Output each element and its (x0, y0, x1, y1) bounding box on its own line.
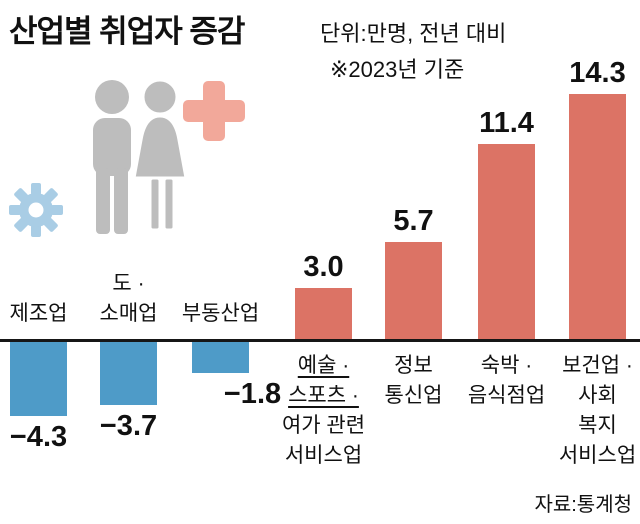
label-accommodation-food: 숙박 · 음식점업 (467, 354, 546, 407)
value-wholesale-retail: −3.7 (99, 410, 158, 442)
bar-arts-sports-leisure-services (295, 288, 352, 339)
value-health-social-welfare-services: 14.3 (569, 57, 626, 89)
source-note: 자료:통계청 (534, 494, 632, 516)
label-manufacturing: 제조업 (9, 302, 68, 325)
value-manufacturing: −4.3 (9, 421, 68, 453)
value-arts-sports-leisure-services: 3.0 (303, 251, 344, 283)
bar-information-communication (385, 242, 442, 339)
bar-health-social-welfare-services (569, 94, 626, 339)
bar-accommodation-food (478, 144, 535, 339)
plus-icon (183, 81, 245, 141)
label-real-estate: 부동산업 (181, 302, 260, 325)
chart-title: 산업별 취업자 증감 (9, 14, 245, 49)
label-information-communication: 정보 통신업 (384, 354, 443, 407)
label-health-social-welfare-services: 보건업 · 사회 복지 서비스업 (558, 354, 637, 467)
bar-real-estate (192, 342, 249, 373)
label-wholesale-retail: 도 · 소매업 (99, 272, 158, 325)
bar-wholesale-retail (100, 342, 157, 405)
value-accommodation-food: 11.4 (479, 107, 534, 139)
people-icon (93, 78, 188, 234)
value-information-communication: 5.7 (393, 205, 434, 237)
basis-note: ※2023년 기준 (330, 57, 465, 82)
zero-baseline (0, 339, 640, 342)
label-arts-sports-leisure-services: 예술 · 스포츠 · 여가 관련 서비스업 (281, 354, 366, 467)
bar-manufacturing (10, 342, 67, 416)
value-real-estate: −1.8 (223, 378, 282, 410)
unit-note: 단위:만명, 전년 대비 (320, 21, 507, 46)
gear-icon (9, 183, 63, 237)
